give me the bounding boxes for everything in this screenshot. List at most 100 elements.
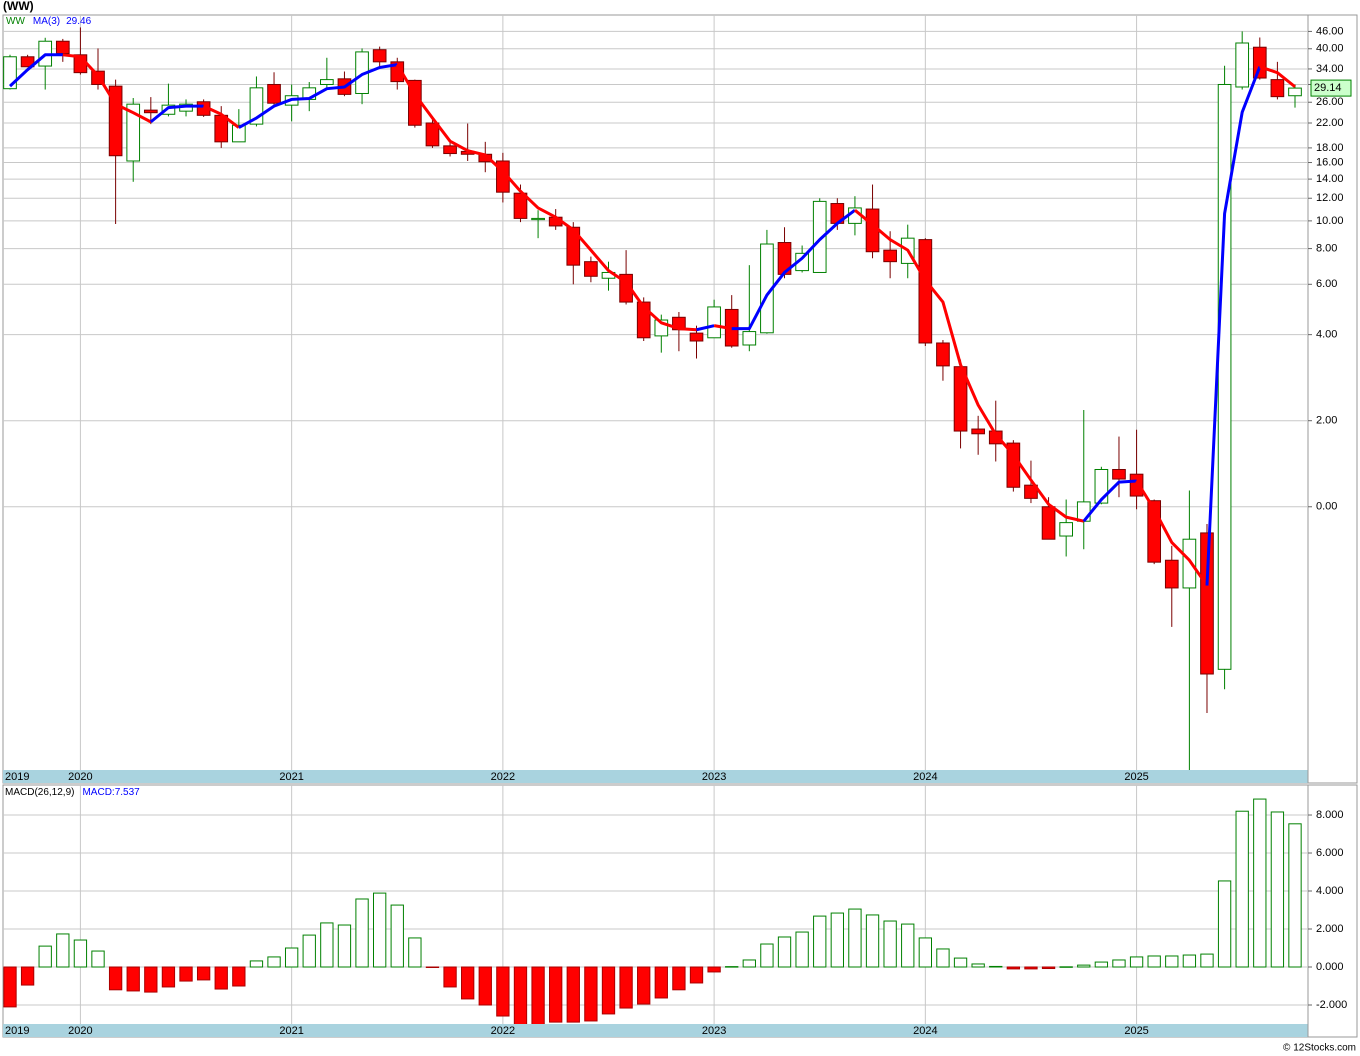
- x-tick-label: 2021: [279, 1025, 303, 1037]
- candle-body: [1024, 484, 1038, 499]
- ma-line: [713, 324, 732, 331]
- ma-line: [238, 63, 398, 129]
- ma-line: [203, 104, 240, 129]
- candle-body: [20, 56, 35, 68]
- y-tick-label: 46.00: [1316, 25, 1344, 37]
- candle-body: [143, 109, 158, 114]
- macd-title: MACD(26,12,9): [5, 787, 74, 798]
- macd-bar: [777, 936, 792, 968]
- macd-bar: [1253, 798, 1267, 968]
- macd-bar: [566, 966, 580, 1023]
- candle-body: [883, 249, 897, 263]
- macd-bar: [179, 966, 193, 982]
- macd-bar: [1077, 964, 1091, 968]
- y-tick-label: 2.000: [1316, 923, 1344, 935]
- candle-body: [707, 306, 721, 339]
- macd-bar: [1006, 966, 1021, 970]
- macd-bar: [267, 956, 281, 968]
- macd-bar: [91, 950, 105, 968]
- candle-body: [1217, 83, 1232, 670]
- y-tick-label: 8.000: [1316, 809, 1344, 821]
- y-tick-label: 8.00: [1316, 242, 1337, 254]
- macd-panel-frame: [2, 784, 1358, 1038]
- macd-bar: [144, 966, 158, 993]
- macd-bar: [461, 966, 475, 1000]
- candle-body: [1288, 87, 1302, 97]
- macd-bar: [619, 966, 633, 1009]
- candle-body: [918, 239, 933, 344]
- macd-bar: [1288, 823, 1302, 968]
- x-tick-label: 2020: [68, 1025, 92, 1037]
- macd-bar: [1165, 955, 1179, 968]
- ma-line: [8, 53, 63, 88]
- candle-body: [267, 83, 281, 104]
- macd-bar: [637, 966, 651, 1005]
- y-tick-label: 40.00: [1316, 43, 1344, 55]
- candle-body: [988, 430, 1003, 445]
- y-tick-label: 6.00: [1316, 278, 1337, 290]
- price-date-strip: [3, 770, 1308, 783]
- candle-body: [231, 124, 246, 143]
- macd-grid: [3, 785, 1308, 1024]
- ma-line: [1082, 479, 1137, 523]
- macd-bar: [1129, 956, 1144, 968]
- y-tick-label: 16.00: [1316, 156, 1344, 168]
- macd-bar: [1059, 966, 1073, 968]
- macd-bar: [689, 966, 704, 984]
- candle-body: [126, 103, 141, 162]
- macd-bar: [337, 924, 352, 968]
- y-tick-label: 2.00: [1316, 415, 1337, 427]
- macd-bar: [161, 966, 176, 988]
- macd-bar: [320, 922, 334, 968]
- x-tick-label: 2025: [1124, 1025, 1148, 1037]
- macd-bar: [126, 966, 140, 992]
- y-tick-label: 22.00: [1316, 117, 1344, 129]
- ticker-title: (WW): [3, 0, 34, 13]
- ma-line: [731, 208, 856, 331]
- y-tick-label: -2.000: [1316, 999, 1347, 1011]
- macd-bar: [1270, 811, 1285, 968]
- candle-body: [531, 217, 545, 221]
- y-tick-label: 0.00: [1316, 501, 1337, 513]
- candle-body: [443, 145, 457, 155]
- macd-bar: [989, 965, 1003, 968]
- ma-line: [1205, 66, 1262, 586]
- macd-bar: [20, 966, 35, 986]
- macd-bar: [1041, 966, 1056, 970]
- candle-body: [1182, 538, 1197, 589]
- x-tick-label: 2023: [702, 771, 726, 783]
- macd-bar: [901, 923, 915, 968]
- legend: WW MA(3) 29.46: [6, 16, 92, 27]
- candle-body: [320, 79, 334, 85]
- candle-body: [1235, 42, 1250, 88]
- macd-bar: [848, 908, 862, 968]
- ma-line: [696, 324, 715, 332]
- macd-bar: [531, 966, 545, 1024]
- candle-body: [390, 61, 405, 83]
- x-tick-label: 2019: [5, 1025, 29, 1037]
- macd-bar: [73, 939, 88, 968]
- macd-bar: [936, 948, 950, 968]
- macd-bar: [1200, 953, 1214, 968]
- x-tick-label: 2025: [1124, 771, 1148, 783]
- y-tick-label: 14.00: [1316, 173, 1344, 185]
- candle-body: [3, 56, 17, 90]
- macd-bar: [196, 966, 211, 981]
- x-tick-label: 2021: [279, 771, 303, 783]
- macd-bar: [1094, 961, 1109, 968]
- y-tick-label: 4.00: [1316, 329, 1337, 341]
- candle-body: [1076, 501, 1091, 522]
- x-tick-label: 2019: [5, 771, 29, 783]
- y-tick-label: 0.000: [1316, 961, 1344, 973]
- ma-line: [149, 104, 204, 124]
- macd-bar: [1024, 966, 1038, 970]
- macd-bar: [390, 904, 404, 968]
- x-tick-label: 2024: [913, 1025, 937, 1037]
- ma-line: [853, 209, 1085, 523]
- candle-body: [1041, 506, 1056, 540]
- x-tick-label: 2020: [68, 771, 92, 783]
- y-tick-label: 26.00: [1316, 96, 1344, 108]
- macd-bar: [108, 966, 123, 991]
- macd-legend: MACD(26,12,9) MACD:7.537: [5, 787, 140, 798]
